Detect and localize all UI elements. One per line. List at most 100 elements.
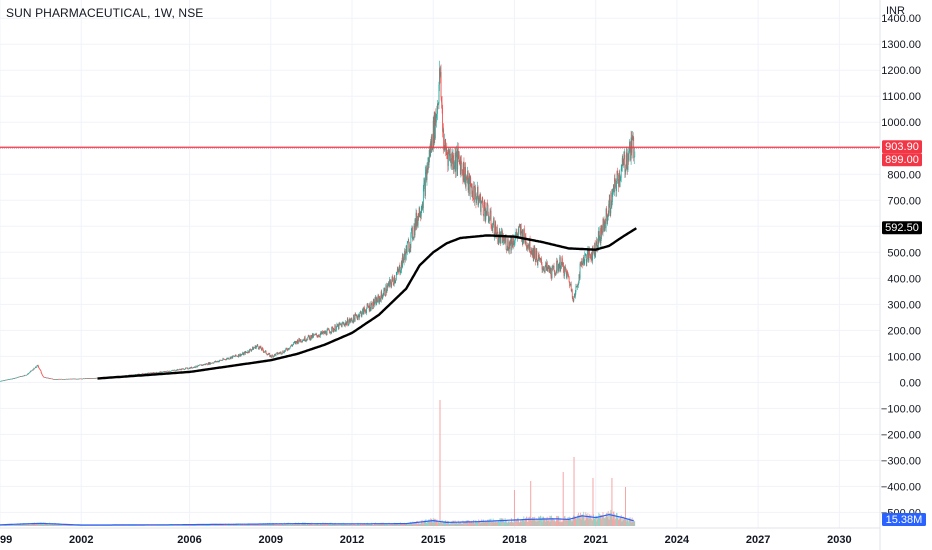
volume-bar <box>182 525 184 526</box>
candle-body <box>239 353 241 356</box>
volume-bar <box>576 519 577 526</box>
volume-bar <box>320 522 322 526</box>
candle-body <box>468 176 470 180</box>
candle-body <box>220 360 222 361</box>
candle-body <box>186 367 188 369</box>
volume-bar <box>28 524 30 526</box>
volume-bar <box>554 521 556 526</box>
volume-bar <box>575 517 577 526</box>
volume-bar <box>420 520 422 526</box>
volume-bar <box>27 523 28 526</box>
volume-bar <box>593 514 595 526</box>
volume-bar <box>195 525 197 526</box>
volume-bar <box>449 523 451 526</box>
volume-bar <box>12 525 14 526</box>
volume-bar <box>477 522 478 526</box>
candle-body <box>273 355 275 357</box>
candle-body <box>59 379 61 380</box>
candle-body <box>595 251 597 255</box>
candle-body <box>390 280 391 285</box>
candle-body <box>301 341 303 343</box>
volume-bar <box>187 525 188 526</box>
volume-bar <box>246 524 248 526</box>
candle-body <box>185 367 187 369</box>
candle-body <box>391 276 393 282</box>
y-axis[interactable]: 1400.001300.001200.001100.001000.00900.0… <box>881 13 921 519</box>
volume-bar <box>368 523 370 526</box>
horizontal-line[interactable] <box>0 146 880 150</box>
volume-bar <box>0 525 2 526</box>
volume-bar <box>398 524 400 526</box>
volume-bar <box>318 523 320 526</box>
candle-body <box>555 272 557 275</box>
candle-body <box>163 371 165 373</box>
volume-bar <box>511 521 513 526</box>
candle-body <box>45 377 47 379</box>
volume-bar <box>224 525 226 526</box>
volume-bar <box>535 519 537 526</box>
candle-body <box>472 186 474 197</box>
volume-bar <box>577 514 579 526</box>
candle-body <box>253 347 254 350</box>
candle-body <box>325 331 326 334</box>
candle-body <box>378 296 380 303</box>
candle-body <box>198 365 200 366</box>
candle-body <box>29 371 31 373</box>
candle-body <box>242 352 244 355</box>
candle-body <box>68 378 70 380</box>
candle-body <box>599 228 601 244</box>
volume-bar <box>335 524 337 526</box>
candle-body <box>622 161 624 165</box>
candle-body <box>389 279 391 281</box>
candle-body <box>499 231 501 235</box>
volume-bar <box>526 516 527 526</box>
volume-bar <box>503 520 504 526</box>
candle-body <box>317 336 319 337</box>
candle-body <box>259 346 261 348</box>
candle-body <box>256 344 258 346</box>
candle-body <box>239 355 240 357</box>
volume-bar <box>137 525 139 526</box>
volume-bar <box>603 516 604 526</box>
candle-body <box>11 378 13 380</box>
volume-bar <box>468 523 470 526</box>
candle-body <box>405 245 407 260</box>
volume-bar <box>566 520 568 526</box>
candle-body <box>354 313 356 322</box>
candle-body <box>157 372 159 374</box>
candle-body <box>179 369 181 370</box>
candle-body <box>539 257 541 260</box>
candle-body <box>362 309 363 315</box>
candle-body <box>581 263 583 265</box>
candle-body <box>359 312 361 313</box>
volume-bar <box>466 520 468 526</box>
y-tick-label: 400.00 <box>887 273 921 285</box>
volume-bar <box>309 524 311 526</box>
candle-body <box>193 367 195 368</box>
volume-bar <box>357 522 359 526</box>
volume-bar <box>623 516 625 526</box>
candle-body <box>388 282 389 285</box>
volume-bar <box>324 524 326 526</box>
volume-bar <box>568 517 570 526</box>
volume-bar <box>48 524 49 526</box>
volume-bar <box>596 515 598 526</box>
volume-bar <box>397 524 399 526</box>
candle-body <box>396 273 398 275</box>
candle-body <box>506 249 508 251</box>
volume-bar <box>497 521 499 526</box>
volume-bar <box>379 524 380 526</box>
x-axis[interactable]: 1999200220062009201220152018202120242027… <box>0 534 852 546</box>
candle-body <box>79 378 81 380</box>
candle-body <box>469 177 471 195</box>
candle-body <box>371 302 373 305</box>
volume-bar <box>242 524 244 526</box>
volume-bar <box>116 525 118 526</box>
volume-bar <box>4 525 6 526</box>
y-tick-label: −400.00 <box>881 481 921 493</box>
candle-body <box>297 341 299 344</box>
volume-bar <box>551 518 553 526</box>
volume-bar <box>439 523 440 526</box>
volume-bar <box>471 521 473 526</box>
